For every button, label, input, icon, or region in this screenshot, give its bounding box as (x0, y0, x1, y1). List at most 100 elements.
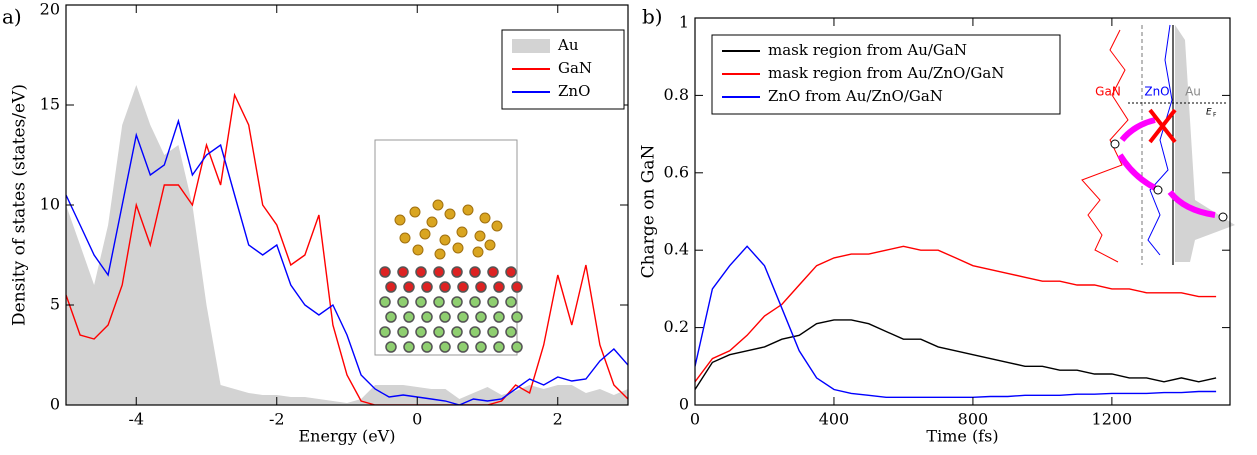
x-tick-label: 2 (553, 410, 563, 429)
plot-area (695, 246, 1216, 397)
plot-area (66, 85, 628, 405)
atom (475, 231, 485, 241)
legend-label: Au (557, 36, 579, 54)
x-tick-label: -4 (128, 410, 144, 429)
atom (413, 245, 423, 255)
atom (512, 342, 522, 352)
atom (492, 221, 502, 231)
atom (480, 213, 490, 223)
structure-inset (375, 140, 522, 355)
legend-label: GaN (558, 59, 592, 77)
atom (488, 327, 498, 337)
atom (506, 267, 516, 277)
x-tick-label: 0 (690, 410, 700, 429)
atom (386, 342, 396, 352)
y-tick-label: 0.4 (664, 240, 689, 259)
atom (434, 327, 444, 337)
atom (452, 267, 462, 277)
atom (488, 297, 498, 307)
atom (386, 312, 396, 322)
line (695, 246, 1216, 397)
inset-frame (375, 140, 517, 355)
atom (422, 282, 432, 292)
atom (470, 297, 480, 307)
au-dos-shape (1175, 25, 1235, 262)
atom (380, 297, 390, 307)
atom (506, 297, 516, 307)
atom (512, 282, 522, 292)
atom (476, 282, 486, 292)
y-tick-label: 10 (40, 195, 60, 214)
inset-label: E (1206, 108, 1212, 118)
atom (398, 297, 408, 307)
atom (404, 282, 414, 292)
schematic-inset: GaN ZnO Au E F (1082, 25, 1235, 265)
atom (452, 297, 462, 307)
legend-label: mask region from Au/GaN (768, 41, 967, 59)
panel-label: b) (642, 5, 663, 29)
atom (488, 267, 498, 277)
y-tick-label: 0.2 (664, 317, 689, 336)
atom (435, 249, 445, 259)
electron (1219, 213, 1227, 221)
inset-label: F (1213, 112, 1217, 119)
atom (512, 312, 522, 322)
atom (494, 342, 504, 352)
arrow (1120, 155, 1155, 188)
atom (398, 267, 408, 277)
atom (420, 229, 430, 239)
atom (476, 312, 486, 322)
atom (453, 243, 463, 253)
inset-label: Au (1185, 85, 1201, 99)
atom (458, 282, 468, 292)
atom (410, 207, 420, 217)
y-tick-label: 1 (679, 13, 689, 32)
gan-dos-sketch (1082, 30, 1128, 262)
x-axis-label: Time (fs) (926, 427, 998, 446)
x-tick-label: -2 (269, 410, 285, 429)
y-tick-label: 5 (50, 295, 60, 314)
atom (400, 233, 410, 243)
atom (452, 327, 462, 337)
line (695, 246, 1216, 381)
y-axis-label: Density of states (states/eV) (10, 84, 30, 326)
atom (506, 327, 516, 337)
atom (422, 342, 432, 352)
electron (1154, 186, 1162, 194)
atom (470, 267, 480, 277)
atom (434, 297, 444, 307)
y-tick-label: 15 (40, 95, 60, 114)
atom (473, 247, 483, 257)
x-axis-label: Energy (eV) (299, 427, 396, 446)
atom (476, 342, 486, 352)
atom (440, 282, 450, 292)
atom (427, 217, 437, 227)
y-tick-label: 0.6 (664, 162, 689, 181)
panel-label: a) (2, 5, 22, 29)
atom (494, 312, 504, 322)
arrow (1122, 120, 1155, 140)
atom (463, 205, 473, 215)
atom (386, 282, 396, 292)
atom (416, 267, 426, 277)
atom (457, 227, 467, 237)
atom (440, 312, 450, 322)
atom (404, 312, 414, 322)
y-axis-label: Charge on GaN (639, 145, 659, 279)
atom (404, 342, 414, 352)
atom (380, 327, 390, 337)
atom (395, 215, 405, 225)
atom (380, 267, 390, 277)
atom (416, 297, 426, 307)
y-tick-label: 0 (679, 395, 689, 414)
figure: GaN ZnO Au E F -4-20205101520Energy (eV)… (0, 0, 1257, 455)
atom (434, 267, 444, 277)
atom (458, 342, 468, 352)
atom (433, 200, 443, 210)
atom (485, 240, 495, 250)
atom (470, 327, 480, 337)
line (695, 320, 1216, 390)
atom (440, 342, 450, 352)
atom (422, 312, 432, 322)
y-tick-label: 0.8 (664, 85, 689, 104)
